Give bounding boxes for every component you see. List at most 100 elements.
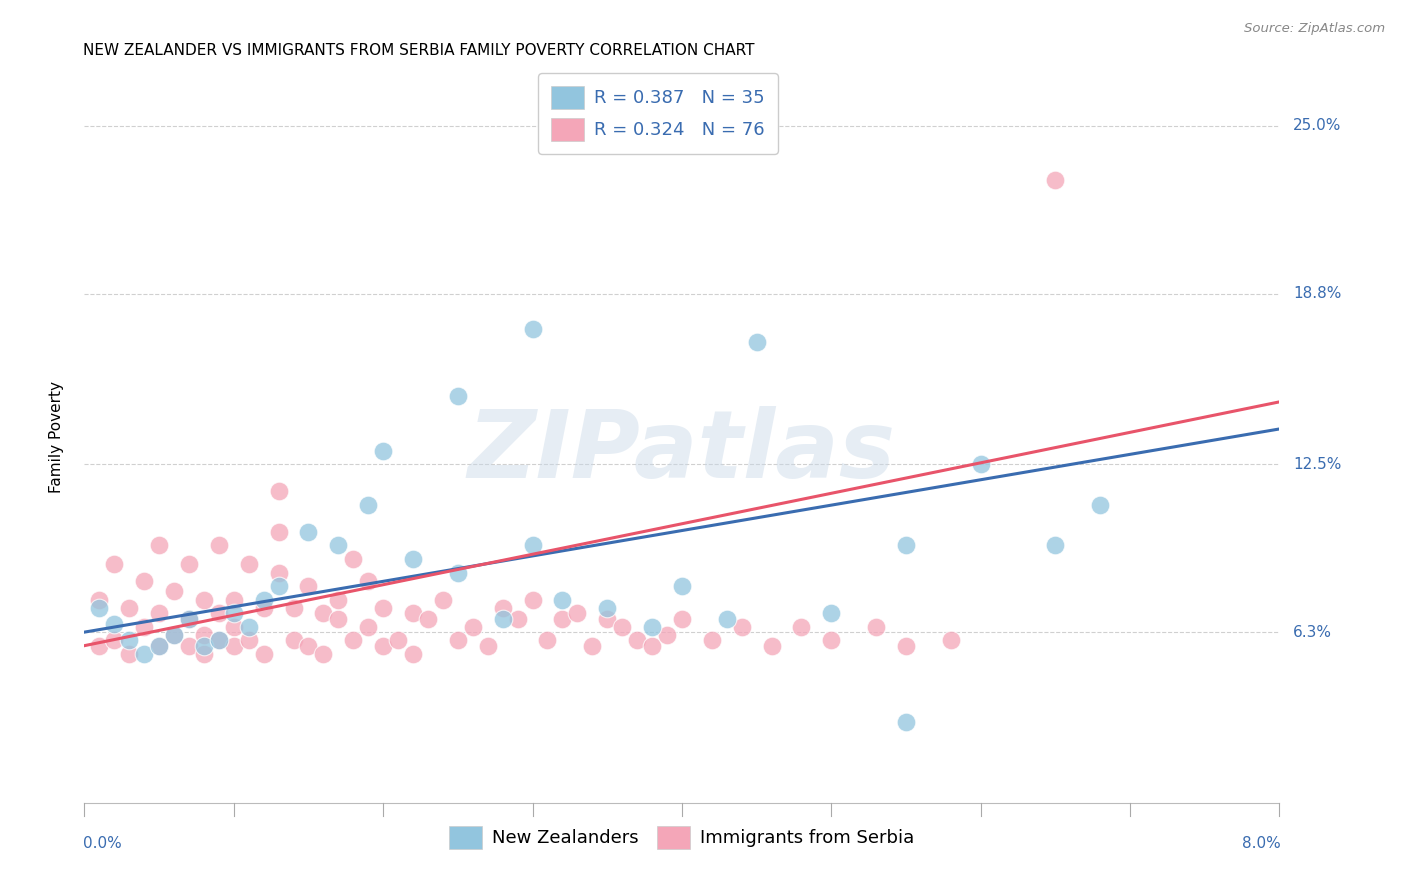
Point <box>641 620 664 634</box>
Point <box>89 639 111 653</box>
Point <box>671 611 693 625</box>
Text: 25.0%: 25.0% <box>1294 118 1341 133</box>
Point <box>89 592 111 607</box>
Point <box>447 566 470 580</box>
Point <box>402 552 425 566</box>
Point <box>89 600 111 615</box>
Point <box>177 639 200 653</box>
Point <box>1045 538 1067 552</box>
Point <box>492 600 515 615</box>
Point <box>596 600 619 615</box>
Point <box>342 552 364 566</box>
Point <box>163 584 186 599</box>
Point <box>177 611 200 625</box>
Point <box>447 389 470 403</box>
Point <box>626 633 648 648</box>
Point <box>970 457 993 471</box>
Point <box>402 647 425 661</box>
Point <box>477 639 499 653</box>
Point <box>118 633 141 648</box>
Point <box>328 538 350 552</box>
Point <box>700 633 723 648</box>
Point <box>522 538 544 552</box>
Point <box>267 566 290 580</box>
Text: 6.3%: 6.3% <box>1294 624 1333 640</box>
Point <box>148 606 170 620</box>
Point <box>373 443 395 458</box>
Text: 12.5%: 12.5% <box>1294 457 1341 472</box>
Point <box>222 606 245 620</box>
Point <box>148 639 170 653</box>
Point <box>536 633 558 648</box>
Point <box>283 600 305 615</box>
Point <box>461 620 484 634</box>
Point <box>567 606 589 620</box>
Point <box>132 574 156 588</box>
Text: 8.0%: 8.0% <box>1241 836 1281 851</box>
Point <box>253 647 276 661</box>
Point <box>596 611 619 625</box>
Point <box>716 611 738 625</box>
Point <box>238 558 260 572</box>
Point <box>193 628 215 642</box>
Point <box>132 647 156 661</box>
Point <box>208 538 231 552</box>
Y-axis label: Family Poverty: Family Poverty <box>49 381 63 493</box>
Point <box>671 579 693 593</box>
Point <box>118 647 141 661</box>
Point <box>865 620 887 634</box>
Point <box>267 579 290 593</box>
Point <box>894 639 917 653</box>
Point <box>357 574 380 588</box>
Point <box>1045 172 1067 186</box>
Point <box>238 620 260 634</box>
Point <box>1090 498 1112 512</box>
Point <box>283 633 305 648</box>
Point <box>790 620 813 634</box>
Point <box>416 611 439 625</box>
Point <box>373 600 395 615</box>
Legend: New Zealanders, Immigrants from Serbia: New Zealanders, Immigrants from Serbia <box>441 818 922 856</box>
Text: 0.0%: 0.0% <box>83 836 122 851</box>
Point <box>163 628 186 642</box>
Point <box>222 639 245 653</box>
Point <box>267 484 290 499</box>
Point <box>297 579 319 593</box>
Point <box>731 620 754 634</box>
Point <box>177 611 200 625</box>
Point <box>939 633 962 648</box>
Point <box>342 633 364 648</box>
Point <box>222 620 245 634</box>
Point <box>297 639 319 653</box>
Point <box>103 617 125 632</box>
Point <box>612 620 634 634</box>
Point <box>163 628 186 642</box>
Point <box>641 639 664 653</box>
Text: ZIPatlas: ZIPatlas <box>468 406 896 498</box>
Point <box>551 611 574 625</box>
Point <box>402 606 425 620</box>
Point <box>253 592 276 607</box>
Point <box>820 633 842 648</box>
Point <box>894 538 917 552</box>
Point <box>387 633 409 648</box>
Point <box>208 606 231 620</box>
Point <box>312 647 335 661</box>
Point <box>193 639 215 653</box>
Point <box>432 592 454 607</box>
Point <box>551 592 574 607</box>
Point <box>581 639 603 653</box>
Point <box>506 611 529 625</box>
Point <box>267 524 290 539</box>
Text: NEW ZEALANDER VS IMMIGRANTS FROM SERBIA FAMILY POVERTY CORRELATION CHART: NEW ZEALANDER VS IMMIGRANTS FROM SERBIA … <box>83 43 755 58</box>
Point <box>522 592 544 607</box>
Point <box>447 633 470 648</box>
Text: Source: ZipAtlas.com: Source: ZipAtlas.com <box>1244 22 1385 36</box>
Point <box>222 592 245 607</box>
Point <box>328 592 350 607</box>
Point <box>118 600 141 615</box>
Point <box>148 538 170 552</box>
Point <box>357 620 380 634</box>
Point <box>357 498 380 512</box>
Point <box>208 633 231 648</box>
